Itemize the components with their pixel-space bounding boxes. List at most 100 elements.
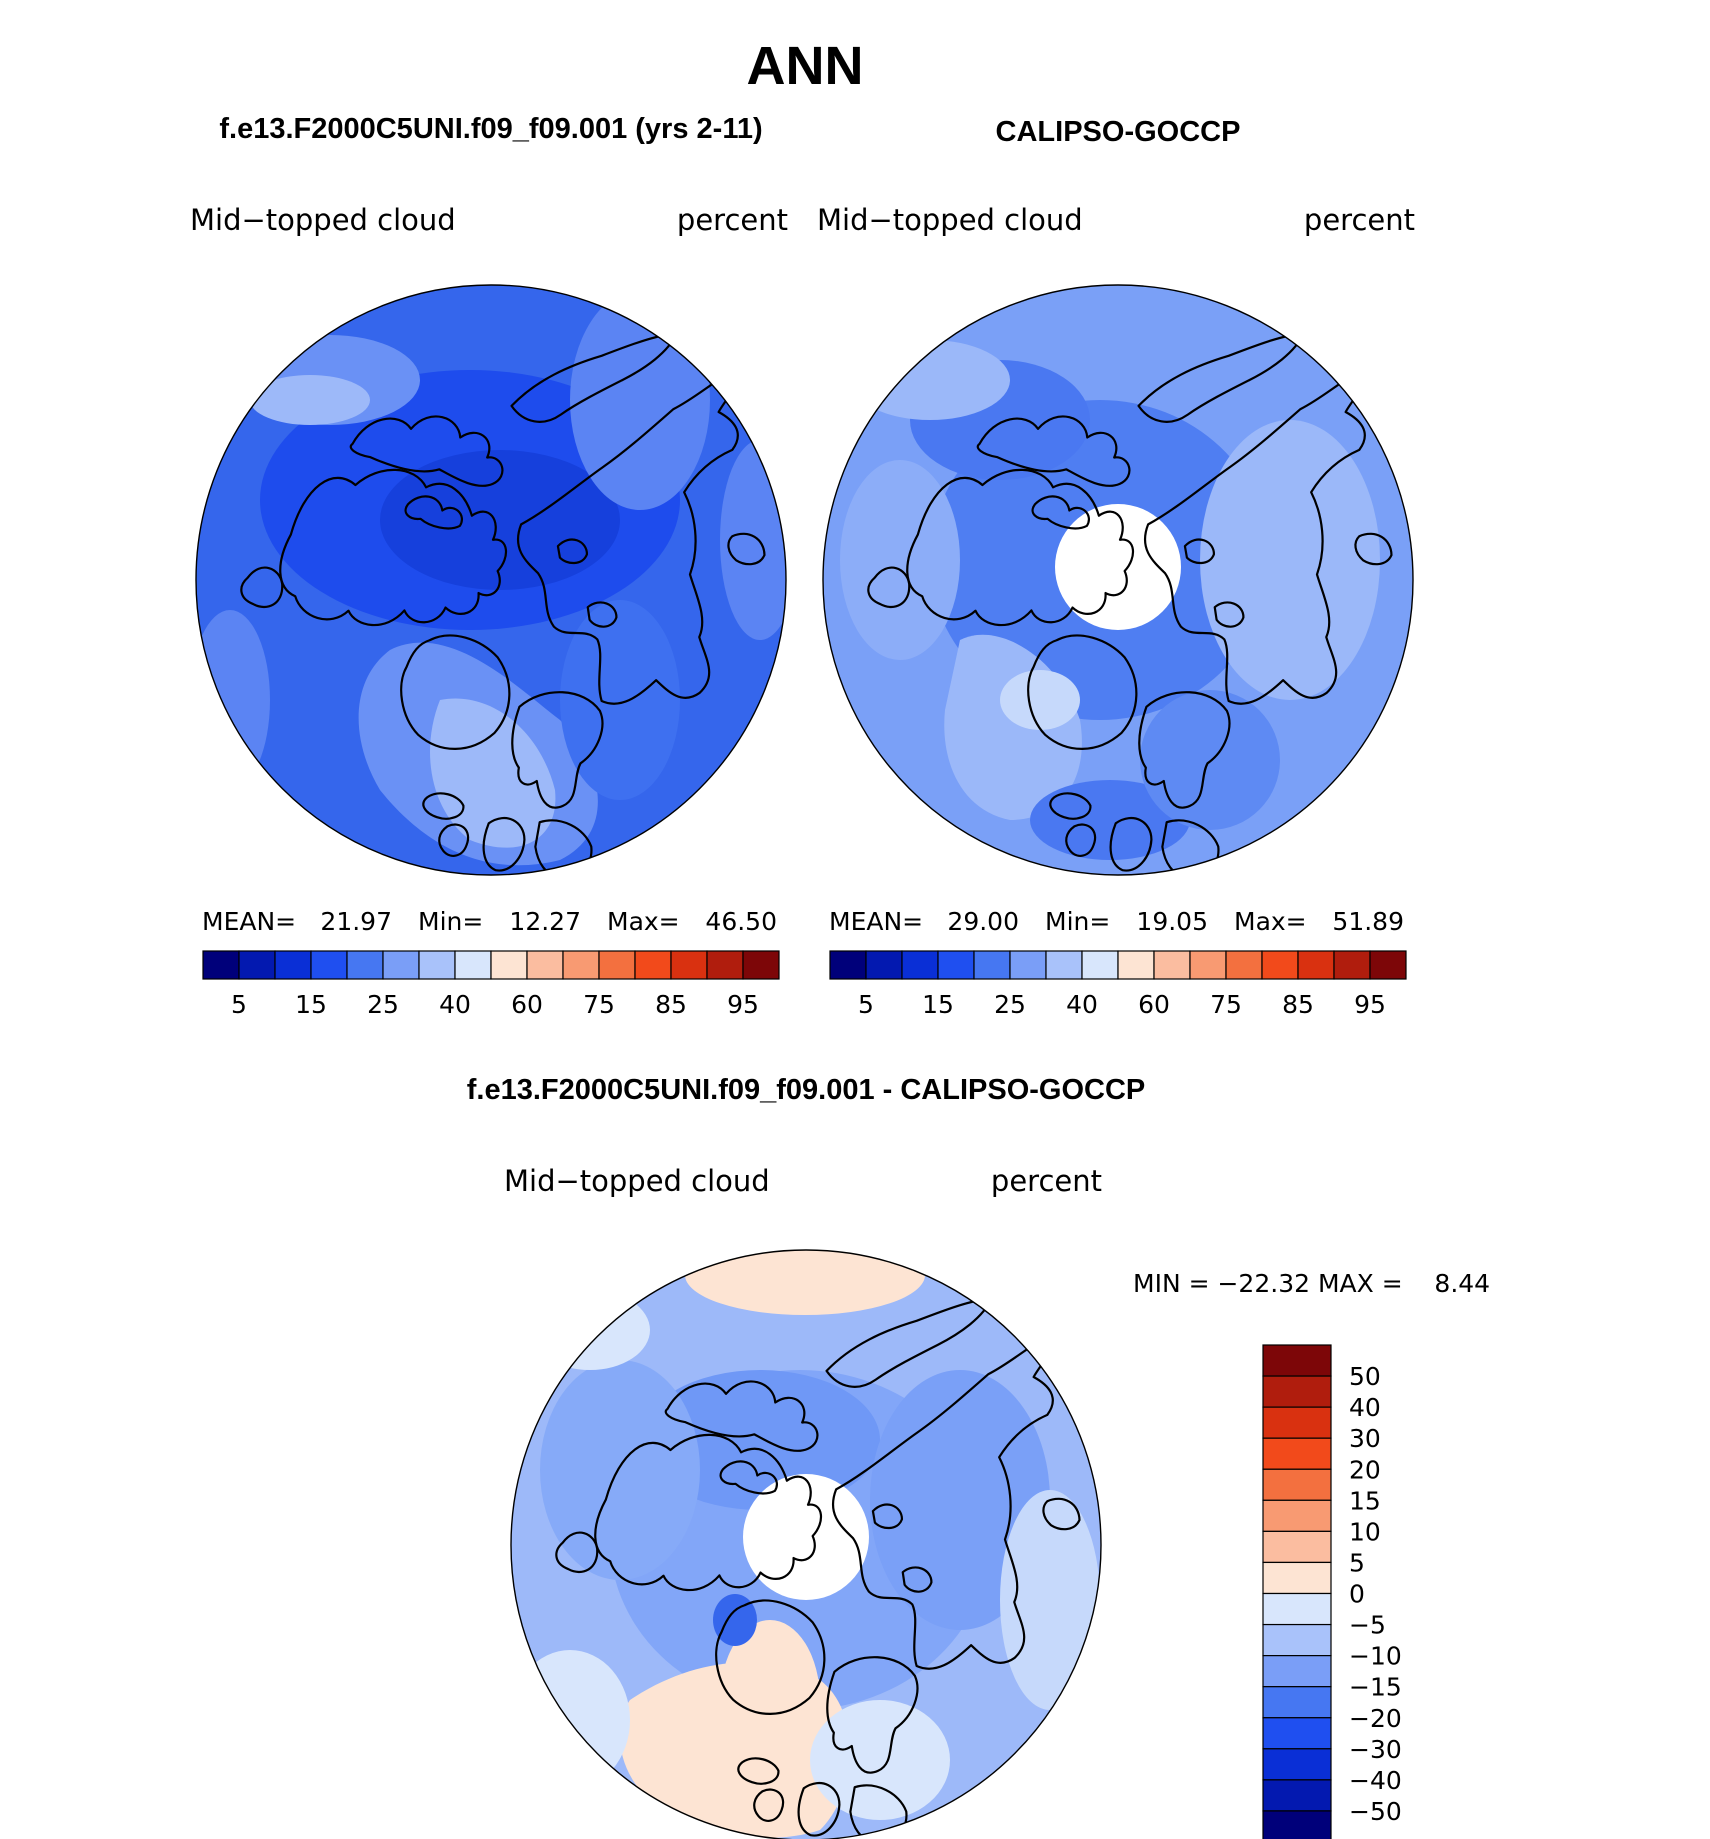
panel-c-colorbar-tick-label: −5 <box>1349 1611 1386 1640</box>
panel-a-left-label: Mid−topped cloud <box>190 203 456 237</box>
panel-a-stats: MEAN= 21.97 Min= 12.27 Max= 46.50 <box>202 907 777 936</box>
panel-c-colorbar-tick-label: 50 <box>1349 1362 1381 1391</box>
panel-a-colorbar-swatch <box>598 950 636 980</box>
panel-c-colorbar-tick-label: −40 <box>1349 1766 1402 1795</box>
panel-c-colorbar-swatch <box>1262 1748 1332 1781</box>
panel-b-colorbar-tick-label: 40 <box>1066 990 1098 1019</box>
panel-b-colorbar-swatch <box>901 950 939 980</box>
panel-a-colorbar-swatch <box>562 950 600 980</box>
panel-c-colorbar-swatch <box>1262 1561 1332 1595</box>
panel-b-colorbar-swatch <box>1261 950 1299 980</box>
panel-c-colorbar-tick-label: −30 <box>1349 1735 1402 1764</box>
panel-b-min-value: 19.05 <box>1136 907 1208 936</box>
panel-c-missing-pole <box>743 1474 869 1600</box>
panel-a-colorbar-swatch <box>418 950 456 980</box>
panel-c-colorbar-tick-label: 10 <box>1349 1517 1381 1546</box>
panel-a-colorbar-tick-label: 40 <box>439 990 471 1019</box>
panel-b-colorbar-swatch <box>865 950 903 980</box>
panel-b-colorbar-swatch <box>1189 950 1227 980</box>
panel-b-mean-label: MEAN= <box>829 907 923 936</box>
panel-c-map <box>511 1250 1101 1839</box>
panel-c-colorbar-tick-label: −50 <box>1349 1797 1402 1826</box>
panel-a-colorbar-swatch <box>670 950 708 980</box>
panel-a-colorbar-tick-label: 95 <box>727 990 759 1019</box>
panel-c-title: f.e13.F2000C5UNI.f09_f09.001 - CALIPSO-G… <box>467 1074 1146 1106</box>
panel-c-stats: MIN = −22.32 MAX = 8.44 <box>1133 1269 1490 1298</box>
panel-b-colorbar-swatch <box>1369 950 1407 980</box>
panel-a-colorbar-swatch <box>274 950 312 980</box>
panel-b-right-label: percent <box>1304 203 1415 237</box>
panel-a-colorbar-swatch <box>490 950 528 980</box>
panel-a-mean-value: 21.97 <box>320 907 392 936</box>
panel-b-colorbar-tick-label: 75 <box>1210 990 1242 1019</box>
panel-c-colorbar-tick-label: −15 <box>1349 1673 1402 1702</box>
panel-c-colorbar-swatch <box>1262 1406 1332 1439</box>
panel-a-colorbar-swatch <box>202 950 240 980</box>
panel-b-colorbar-swatch <box>1009 950 1047 980</box>
panel-b-colorbar-tick-label: 15 <box>922 990 954 1019</box>
panel-b-colorbar-swatch <box>1333 950 1371 980</box>
panel-a-min-value: 12.27 <box>509 907 581 936</box>
panel-a-max-value: 46.50 <box>705 907 777 936</box>
panel-a-colorbar-tick-label: 85 <box>655 990 687 1019</box>
panel-a-mean-label: MEAN= <box>202 907 296 936</box>
page-title: ANN <box>747 36 864 96</box>
panel-a-min-label: Min= <box>418 907 483 936</box>
panel-c-colorbar-swatch <box>1262 1623 1332 1657</box>
panel-c-colorbar-swatch <box>1262 1592 1332 1626</box>
panel-c-colorbar-swatch <box>1262 1717 1332 1750</box>
panel-b-colorbar-swatch <box>1045 950 1083 980</box>
panel-a-max-label: Max= <box>607 907 680 936</box>
panel-b-colorbar-swatch <box>1117 950 1155 980</box>
panel-c-left-label: Mid−topped cloud <box>504 1164 770 1198</box>
panel-a-colorbar-swatch <box>454 950 492 980</box>
panel-c-colorbar-tick-label: 20 <box>1349 1455 1381 1484</box>
panel-b-colorbar-swatch <box>1153 950 1191 980</box>
panel-b-colorbar-swatch <box>973 950 1011 980</box>
panel-a-right-label: percent <box>677 203 788 237</box>
panel-a: Mid−topped cloud percent MEAN= 21.97 Min… <box>190 203 788 1019</box>
panel-b-colorbar-swatch <box>937 950 975 980</box>
panel-b-max-value: 51.89 <box>1332 907 1404 936</box>
panel-a-colorbar-tick-label: 60 <box>511 990 543 1019</box>
panel-c-colorbar-tick-label: −10 <box>1349 1642 1402 1671</box>
panel-b-colorbar-tick-label: 25 <box>994 990 1026 1019</box>
panel-b-min-label: Min= <box>1045 907 1110 936</box>
panel-c-colorbar-tick-label: −20 <box>1349 1704 1402 1733</box>
panel-a-colorbar-tick-label: 75 <box>583 990 615 1019</box>
panel-a-colorbar-swatch <box>382 950 420 980</box>
panel-b-missing-pole <box>1055 504 1181 630</box>
panel-c-colorbar-tick-label: 40 <box>1349 1393 1381 1422</box>
panel-b-colorbar-tick-label: 95 <box>1354 990 1386 1019</box>
panel-c-colorbar-tick-label: 30 <box>1349 1424 1381 1453</box>
panel-c-colorbar-swatch <box>1262 1499 1332 1532</box>
panel-b-max-label: Max= <box>1234 907 1307 936</box>
panel-b-colorbar-swatch <box>1225 950 1263 980</box>
panel-c-colorbar-tick-label: 0 <box>1349 1580 1365 1609</box>
panel-a-colorbar-swatch <box>346 950 384 980</box>
panel-b-title: CALIPSO-GOCCP <box>996 116 1241 148</box>
panel-c: Mid−topped cloud percent MIN = −22.32 MA… <box>504 1164 1490 1839</box>
panel-b-colorbar-tick-label: 5 <box>858 990 874 1019</box>
panel-c-colorbar-tick-label: 5 <box>1349 1548 1365 1577</box>
panel-c-colorbar-swatch <box>1262 1810 1332 1839</box>
panel-a-colorbar: 5 15 25 40 60 75 85 95 <box>202 950 780 1019</box>
panel-a-colorbar-tick-label: 5 <box>231 990 247 1019</box>
panel-a-colorbar-swatch <box>526 950 564 980</box>
panel-c-colorbar-swatch <box>1262 1686 1332 1719</box>
panel-c-colorbar-swatch <box>1262 1468 1332 1501</box>
panel-b-left-label: Mid−topped cloud <box>817 203 1083 237</box>
panel-c-colorbar-swatch <box>1262 1779 1332 1812</box>
panel-a-colorbar-tick-label: 25 <box>367 990 399 1019</box>
panel-a-colorbar-swatch <box>634 950 672 980</box>
panel-b-colorbar-swatch <box>829 950 867 980</box>
panel-c-colorbar-swatch <box>1262 1375 1332 1408</box>
panel-a-colorbar-swatch <box>310 950 348 980</box>
panel-a-map <box>196 285 786 875</box>
panel-c-colorbar-swatch <box>1262 1437 1332 1470</box>
panel-b-map <box>823 285 1413 875</box>
panel-a-title: f.e13.F2000C5UNI.f09_f09.001 (yrs 2-11) <box>219 113 762 145</box>
panel-b-stats: MEAN= 29.00 Min= 19.05 Max= 51.89 <box>829 907 1404 936</box>
